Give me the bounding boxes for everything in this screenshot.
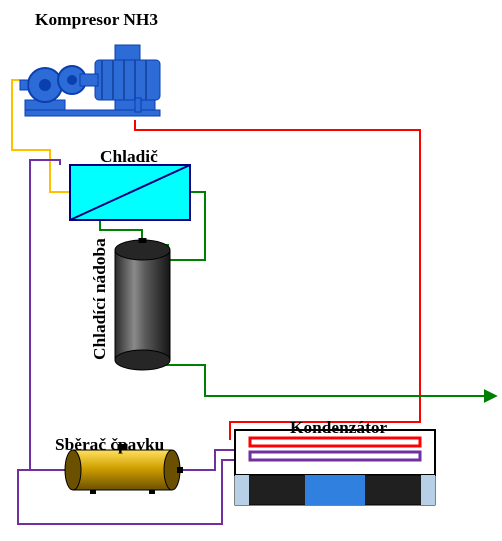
collector-label: Sběrač čpavku <box>55 435 164 455</box>
diagram-canvas: Kompresor NH3 Chladič Chladící nádoba Ko… <box>0 0 502 541</box>
condenser-label: Kondenzátor <box>290 418 387 438</box>
cooler-label: Chladič <box>100 147 158 167</box>
compressor-icon <box>20 45 160 116</box>
compressor-label: Kompresor NH3 <box>35 10 158 30</box>
cooling-vessel-label: Chladící nádoba <box>90 238 110 360</box>
diagram-svg <box>0 0 502 541</box>
